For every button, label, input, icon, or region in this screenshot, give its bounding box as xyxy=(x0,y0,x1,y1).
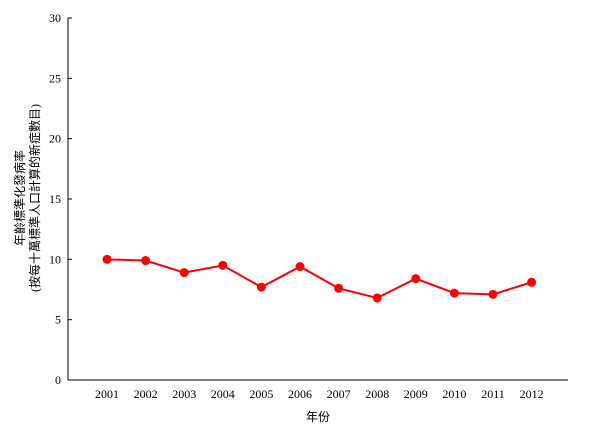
data-point-2007 xyxy=(334,283,344,293)
data-series xyxy=(102,254,537,303)
x-tick-label: 2004 xyxy=(211,387,235,401)
x-tick-label: 2003 xyxy=(172,387,196,401)
y-tick-label: 15 xyxy=(49,192,61,206)
data-point-2004 xyxy=(218,260,228,270)
x-tick-label: 2009 xyxy=(404,387,428,401)
x-tick-label: 2006 xyxy=(288,387,312,401)
y-axis-ticks: 0 5 10 15 20 25 30 xyxy=(49,11,72,387)
x-tick-label: 2008 xyxy=(365,387,389,401)
x-tick-label: 2005 xyxy=(249,387,273,401)
y-tick-label: 25 xyxy=(49,71,61,85)
x-tick-label: 2007 xyxy=(327,387,351,401)
y-tick-label: 5 xyxy=(55,313,61,327)
data-point-2006 xyxy=(295,262,305,272)
x-tick-label: 2011 xyxy=(481,387,505,401)
data-point-2012 xyxy=(527,277,537,287)
series-line xyxy=(106,258,532,300)
data-point-2001 xyxy=(102,254,112,264)
y-axis-title-line2: (按每十萬標準人口計算的新症數目) xyxy=(27,104,42,292)
data-point-2002 xyxy=(141,256,151,266)
x-tick-label: 2010 xyxy=(442,387,466,401)
x-tick-label: 2002 xyxy=(134,387,158,401)
y-axis-title-line1: 年齡標準化發病率 xyxy=(12,150,27,246)
y-tick-label: 30 xyxy=(49,11,61,25)
axes xyxy=(67,18,568,381)
data-point-2010 xyxy=(449,288,459,298)
x-axis-ticks: 2001 2002 2003 2004 2005 2006 2007 2008 2009 2010… xyxy=(95,387,544,401)
y-tick-label: 0 xyxy=(55,373,61,387)
y-tick-label: 10 xyxy=(49,252,61,266)
x-axis-title: 年份 xyxy=(306,410,330,424)
data-point-2009 xyxy=(411,274,421,284)
data-point-2003 xyxy=(179,268,189,278)
data-point-2005 xyxy=(256,282,266,292)
x-tick-label: 2012 xyxy=(520,387,544,401)
x-tick-label: 2001 xyxy=(95,387,119,401)
y-tick-label: 20 xyxy=(49,132,61,146)
data-point-2011 xyxy=(488,289,498,299)
data-point-2008 xyxy=(372,293,382,303)
